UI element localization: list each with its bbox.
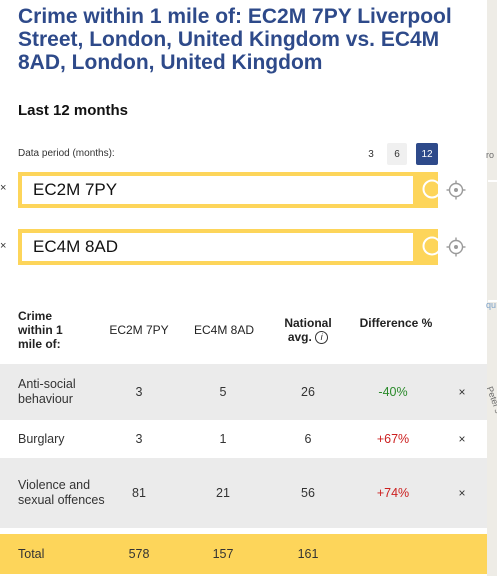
search-icon	[422, 236, 443, 257]
row-location-1-value: 81	[132, 486, 146, 500]
total-label: Total	[18, 546, 45, 561]
row-difference: +67%	[376, 432, 410, 446]
table-row: Violence and sexual offences 81 21 56 +7…	[0, 458, 487, 528]
total-row: Total 578 157 161	[0, 534, 487, 574]
header-category: Crime within 1 mile of:	[18, 309, 63, 351]
row-location-2-value: 1	[219, 432, 227, 446]
location-2-input[interactable]	[22, 233, 413, 261]
remove-row-button[interactable]: ×	[458, 385, 466, 399]
period-subtitle: Last 12 months	[18, 102, 129, 119]
map-road	[488, 300, 497, 302]
location-1-input[interactable]	[22, 176, 413, 204]
map-label: qu	[486, 300, 497, 310]
row-national-value: 26	[301, 385, 315, 399]
period-option-12[interactable]: 12	[416, 143, 438, 165]
row-category: Anti-social behaviour	[18, 377, 76, 406]
location-search-1	[18, 172, 443, 208]
map-background[interactable]	[487, 0, 497, 576]
remove-row-button[interactable]: ×	[458, 432, 466, 446]
row-category: Burglary	[18, 431, 65, 446]
row-location-1-value: 3	[135, 385, 143, 399]
row-location-1-value: 3	[135, 432, 143, 446]
map-road	[488, 180, 497, 182]
row-location-2-value: 21	[216, 486, 230, 500]
remove-location-1-button[interactable]: ×	[0, 182, 7, 194]
page-title: Crime within 1 mile of: EC2M 7PY Liverpo…	[18, 5, 452, 74]
search-2-button[interactable]	[418, 233, 448, 261]
info-icon[interactable]: i	[315, 331, 329, 345]
row-location-2-value: 5	[219, 385, 227, 399]
row-national-value: 56	[301, 486, 315, 500]
row-difference: +74%	[376, 486, 410, 500]
search-icon	[422, 179, 443, 200]
period-label: Data period (months):	[18, 148, 115, 159]
crosshair-icon[interactable]	[446, 180, 466, 200]
header-difference: Difference %	[359, 316, 433, 330]
remove-location-2-button[interactable]: ×	[0, 240, 7, 252]
remove-row-button[interactable]: ×	[458, 486, 466, 500]
period-option-3[interactable]: 3	[368, 148, 374, 160]
period-option-6[interactable]: 6	[387, 143, 407, 165]
header-national-label: National avg.	[284, 316, 332, 344]
map-label: ro	[486, 150, 495, 160]
table-row: Anti-social behaviour 3 5 26 -40% ×	[0, 364, 487, 420]
total-national: 161	[297, 547, 319, 561]
crosshair-icon[interactable]	[446, 237, 466, 257]
location-search-2	[18, 229, 443, 265]
header-location-1: EC2M 7PY	[109, 323, 169, 337]
row-difference: -40%	[378, 385, 408, 399]
total-location-2: 157	[212, 547, 234, 561]
header-national-average: National avg. i	[278, 316, 338, 345]
row-national-value: 6	[304, 432, 312, 446]
total-location-1: 578	[128, 547, 150, 561]
row-category: Violence and sexual offences	[18, 478, 105, 507]
table-row: Burglary 3 1 6 +67% ×	[0, 420, 487, 458]
header-location-2: EC4M 8AD	[193, 323, 255, 337]
search-1-button[interactable]	[418, 176, 448, 204]
